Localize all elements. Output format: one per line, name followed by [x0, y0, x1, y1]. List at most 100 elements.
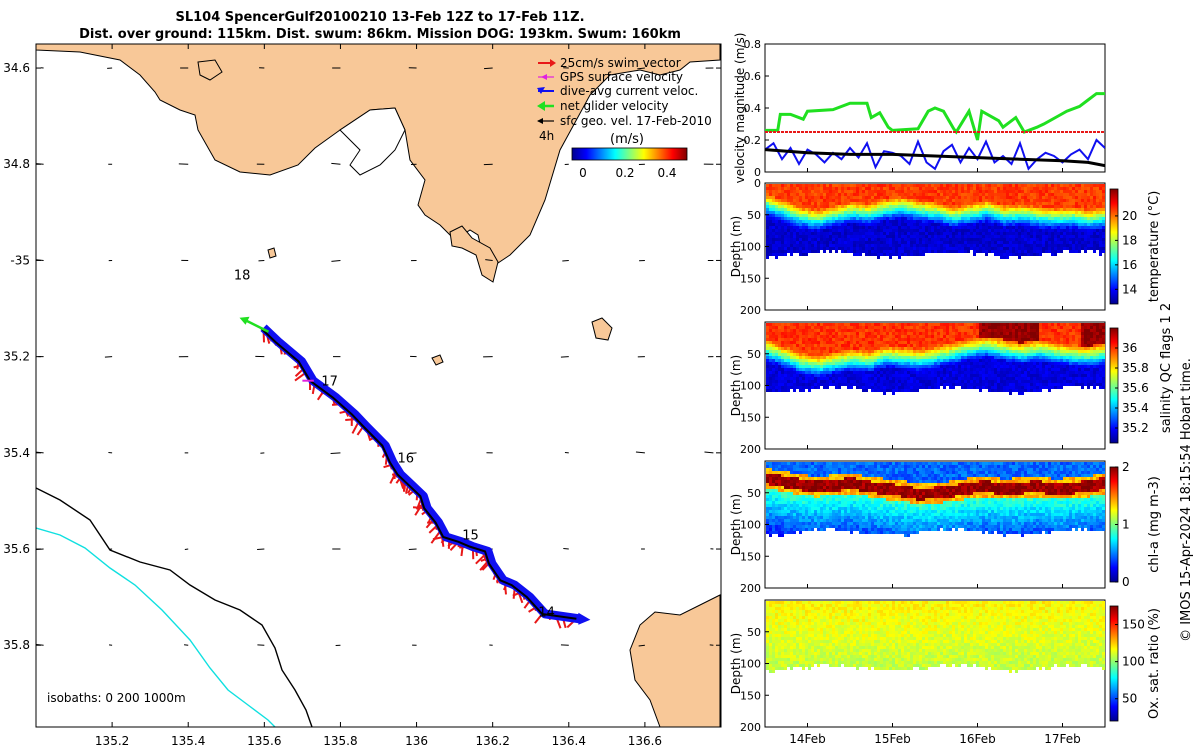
heatmap-cell [940, 365, 943, 368]
heatmap-cell [925, 217, 928, 220]
heatmap-cell [814, 193, 817, 196]
heatmap-cell [952, 247, 955, 250]
heatmap-cell [982, 226, 985, 229]
heatmap-cell [790, 347, 793, 350]
heatmap-cell [1042, 202, 1045, 205]
heatmap-cell [817, 326, 820, 329]
heatmap-cell [1066, 205, 1069, 208]
heatmap-cell [922, 323, 925, 326]
heatmap-cell [1000, 247, 1003, 250]
heatmap-cell [817, 323, 820, 326]
heatmap-cell [922, 371, 925, 374]
heatmap-cell [877, 229, 880, 232]
heatmap-cell [823, 244, 826, 247]
heatmap-cell [835, 368, 838, 371]
heatmap-cell [850, 244, 853, 247]
legend-timestep-label: 4h [539, 129, 554, 143]
heatmap-cell [835, 332, 838, 335]
heatmap-cell [877, 350, 880, 353]
heatmap-cell [1078, 223, 1081, 226]
heatmap-cell [1018, 196, 1021, 199]
heatmap-cell [892, 383, 895, 386]
heatmap-cell [901, 389, 904, 392]
heatmap-cell [961, 184, 964, 187]
heatmap-cell [862, 335, 865, 338]
heatmap-cell [856, 250, 859, 253]
heatmap-cell [1012, 190, 1015, 193]
heatmap-cell [859, 250, 862, 253]
heatmap-cell [994, 371, 997, 374]
heatmap-cell [823, 353, 826, 356]
heatmap-cell [973, 344, 976, 347]
heatmap-cell [931, 220, 934, 223]
heatmap-cell [850, 247, 853, 250]
heatmap-cell [1006, 238, 1009, 241]
heatmap-cell [781, 332, 784, 335]
heatmap-cell [1006, 371, 1009, 374]
heatmap-cell [973, 383, 976, 386]
heatmap-cell [877, 380, 880, 383]
heatmap-cell [973, 226, 976, 229]
heatmap-cell [1021, 374, 1024, 377]
heatmap-cell [952, 232, 955, 235]
heatmap-cell [817, 347, 820, 350]
heatmap-cell [844, 341, 847, 344]
heatmap-cell [1048, 235, 1051, 238]
heatmap-cell [934, 193, 937, 196]
heatmap-cell [1060, 184, 1063, 187]
heatmap-cell [1009, 386, 1012, 389]
heatmap-cell [895, 244, 898, 247]
heatmap-cell [832, 193, 835, 196]
heatmap-cell [790, 368, 793, 371]
heatmap-cell [1000, 347, 1003, 350]
heatmap-cell [991, 229, 994, 232]
heatmap-cell [943, 356, 946, 359]
heatmap-cell [832, 371, 835, 374]
heatmap-cell [775, 365, 778, 368]
heatmap-cell [925, 386, 928, 389]
heatmap-cell [919, 383, 922, 386]
heatmap-cell [964, 347, 967, 350]
heatmap-cell [793, 208, 796, 211]
heatmap-cell [847, 335, 850, 338]
heatmap-cell [1000, 362, 1003, 365]
heatmap-cell [841, 250, 844, 253]
heatmap-cell [952, 193, 955, 196]
heatmap-cell [889, 220, 892, 223]
heatmap-cell [967, 335, 970, 338]
heatmap-cell [928, 326, 931, 329]
heatmap-cell [1006, 380, 1009, 383]
heatmap-cell [862, 214, 865, 217]
heatmap-cell [913, 253, 916, 256]
heatmap-cell [985, 350, 988, 353]
heatmap-cell [772, 190, 775, 193]
heatmap-cell [958, 244, 961, 247]
heatmap-cell [784, 220, 787, 223]
heatmap-cell [811, 238, 814, 241]
heatmap-cell [1000, 217, 1003, 220]
heatmap-cell [865, 202, 868, 205]
heatmap-cell [1084, 235, 1087, 238]
heatmap-cell [832, 211, 835, 214]
heatmap-cell [886, 389, 889, 392]
colorbar-tick-label: 14 [1122, 282, 1137, 296]
heatmap-cell [793, 232, 796, 235]
heatmap-cell [775, 332, 778, 335]
heatmap-cell [784, 350, 787, 353]
heatmap-cell [994, 323, 997, 326]
heatmap-cell [1024, 184, 1027, 187]
heatmap-cell [1057, 205, 1060, 208]
heatmap-cell [970, 220, 973, 223]
heatmap-cell [847, 362, 850, 365]
heatmap-cell [946, 223, 949, 226]
heatmap-cell [823, 247, 826, 250]
heatmap-cell [982, 329, 985, 332]
heatmap-cell [985, 205, 988, 208]
heatmap-cell [766, 196, 769, 199]
heatmap-cell [901, 247, 904, 250]
heatmap-cell [898, 196, 901, 199]
heatmap-cell [988, 353, 991, 356]
section-heatmap [766, 184, 1105, 259]
heatmap-cell [772, 347, 775, 350]
heatmap-cell [1036, 211, 1039, 214]
